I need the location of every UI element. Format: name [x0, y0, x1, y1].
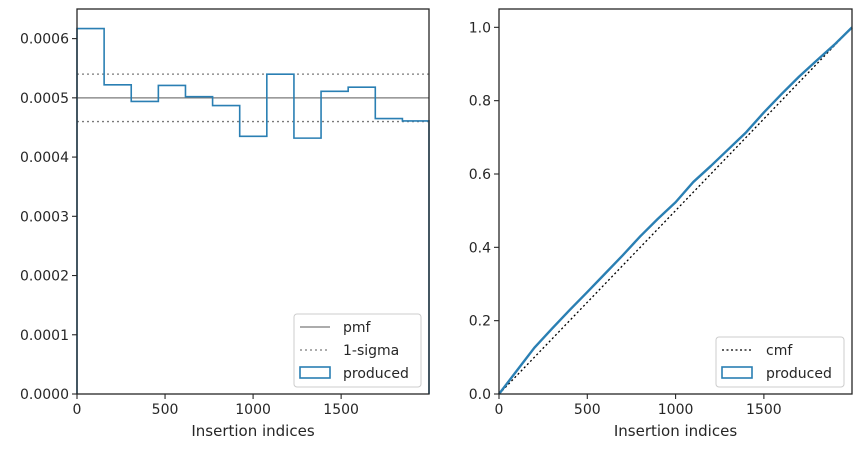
x-tick-label: 0 — [495, 402, 504, 418]
y-tick-label: 0.8 — [469, 94, 491, 110]
legend: cmf produced — [715, 336, 845, 388]
legend-swatch-produced — [721, 366, 753, 379]
x-axis-label: Insertion indices — [614, 422, 737, 440]
x-tick-label: 500 — [574, 402, 601, 418]
x-tick-label: 1000 — [658, 402, 694, 418]
x-tick-label: 500 — [152, 402, 179, 418]
axes-frame — [76, 8, 430, 395]
y-tick-label: 0.0005 — [20, 91, 69, 107]
produced-histogram — [76, 27, 430, 394]
y-tick-label: 0.0006 — [20, 32, 69, 48]
y-tick-label: 0.0000 — [20, 387, 69, 403]
y-tick-label: 0.4 — [469, 240, 491, 256]
y-tick-label: 0.0 — [469, 387, 491, 403]
cmf-line — [498, 26, 853, 395]
x-tick-label: 1500 — [746, 402, 782, 418]
legend-label: cmf — [766, 343, 793, 359]
legend: pmf 1-sigma produced — [293, 313, 422, 388]
legend-label: produced — [343, 366, 409, 382]
axes-frame — [498, 8, 853, 395]
legend-label: 1-sigma — [343, 343, 399, 359]
y-tick-label: 0.0003 — [20, 209, 69, 225]
pmf-chart: 0 500 1000 1500 0.0000 0.0001 0.0002 0.0003 0.00… — [20, 8, 430, 440]
legend-label: pmf — [343, 320, 372, 336]
x-tick-label: 1000 — [235, 402, 271, 418]
cmf-chart: 0 500 1000 1500 0.0 0.2 0.4 0.6 0.8 1.0 Insertion … — [469, 8, 853, 440]
y-tick-label: 0.2 — [469, 314, 491, 330]
legend-box — [715, 336, 845, 388]
legend-box — [293, 313, 422, 388]
x-tick-label: 1500 — [323, 402, 359, 418]
x-axis-label: Insertion indices — [191, 422, 314, 440]
produced-line — [498, 26, 853, 395]
y-tick-label: 0.0002 — [20, 269, 69, 285]
y-tick-label: 0.0004 — [20, 150, 69, 166]
x-tick-label: 0 — [73, 402, 82, 418]
legend-swatch-produced — [299, 366, 331, 379]
y-tick-label: 1.0 — [469, 20, 491, 36]
y-tick-label: 0.0001 — [20, 328, 69, 344]
legend-label: produced — [766, 366, 832, 382]
y-tick-label: 0.6 — [469, 167, 491, 183]
